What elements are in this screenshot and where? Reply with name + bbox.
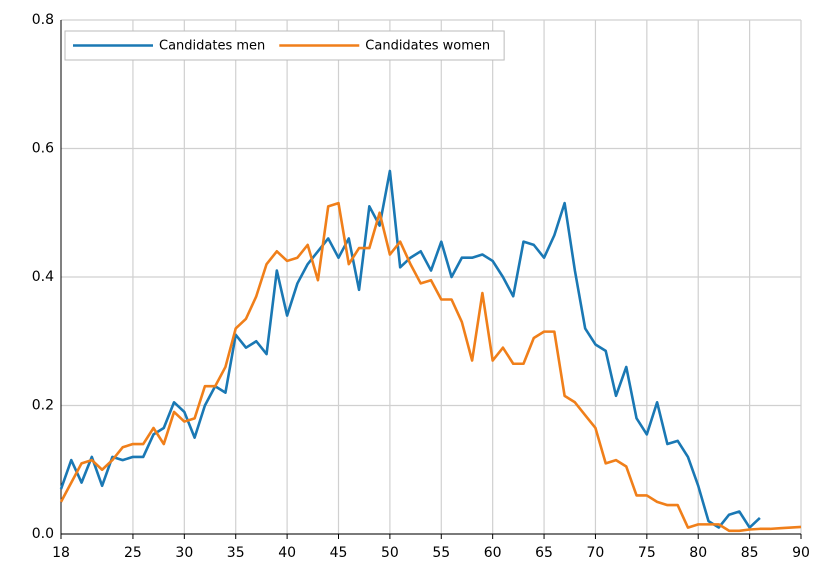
x-tick-label: 55 [432, 545, 450, 561]
x-tick-label: 45 [330, 545, 348, 561]
line-series [59, 201, 802, 533]
y-tick-label: 0.0 [32, 526, 54, 542]
y-tick-label: 0.8 [32, 12, 54, 28]
y-tick-label: 0.6 [32, 141, 54, 157]
x-tick-label: 25 [124, 545, 142, 561]
legend-label: Candidates women [365, 39, 490, 54]
x-tick-label: 80 [689, 545, 707, 561]
x-tick-label: 60 [484, 545, 502, 561]
x-tick-label: 35 [227, 545, 245, 561]
x-tick-label: 18 [52, 545, 70, 561]
x-tick-label: 90 [792, 545, 810, 561]
x-tick-label: 30 [175, 545, 193, 561]
y-tick-label: 0.2 [32, 398, 54, 414]
x-tick-label: 40 [278, 545, 296, 561]
x-tick-label: 75 [638, 545, 656, 561]
x-tick-label: 50 [381, 545, 399, 561]
legend: Candidates men Candidates women [64, 30, 505, 61]
line-series [59, 169, 761, 529]
y-tick-label: 0.4 [32, 269, 54, 285]
x-tick-label: 85 [741, 545, 759, 561]
x-tick-label: 70 [587, 545, 605, 561]
legend-label: Candidates men [159, 39, 265, 54]
x-tick-label: 65 [535, 545, 553, 561]
